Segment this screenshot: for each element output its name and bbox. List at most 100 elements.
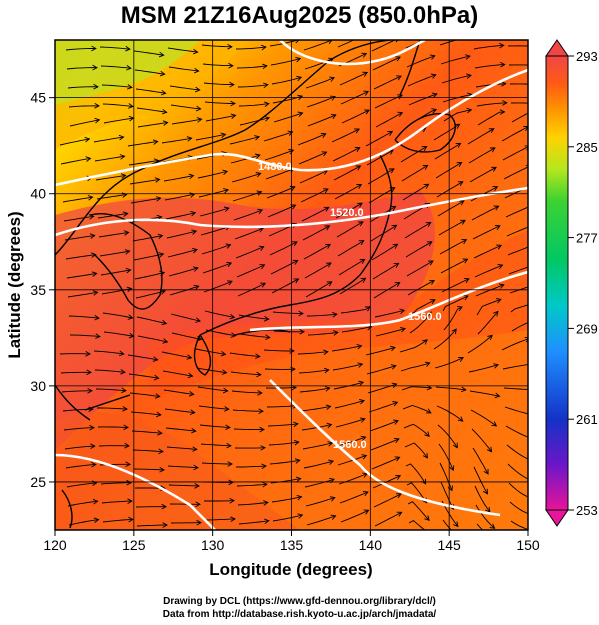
streamline-arrowhead (325, 262, 332, 268)
streamline (168, 484, 200, 487)
streamline (133, 50, 164, 56)
streamline-arrowhead (123, 230, 130, 236)
streamline-arrowhead (394, 456, 401, 462)
streamline-arrowhead (485, 506, 491, 513)
streamline (67, 291, 98, 298)
streamline (435, 386, 466, 391)
streamline-arrowhead (428, 532, 433, 537)
streamline-arrowhead (297, 111, 304, 117)
contour-labels: 1480.0 1520.0 1560.0 1560.0 (258, 161, 442, 451)
streamline-arrowhead (489, 147, 496, 153)
map-title: MSM 21Z16Aug2025 (850.0hPa) (120, 2, 479, 29)
streamline (335, 418, 366, 428)
streamline (409, 311, 432, 334)
streamline-arrowhead (157, 233, 164, 240)
streamline (403, 423, 430, 437)
streamline (135, 88, 166, 94)
streamline (366, 365, 396, 375)
streamline (163, 175, 194, 182)
streamline (198, 405, 229, 410)
streamline (165, 212, 196, 220)
streamline-arrowhead (393, 419, 399, 425)
streamline (269, 241, 298, 256)
streamline-arrowhead (393, 262, 400, 268)
streamline-arrowhead (229, 313, 236, 320)
streamline (127, 141, 158, 147)
streamline-arrowhead (293, 439, 300, 446)
streamline (477, 111, 505, 126)
streamline (402, 183, 429, 201)
streamline-arrowhead (397, 111, 404, 117)
streamline-arrowhead (220, 350, 227, 357)
streamline (374, 309, 405, 318)
contour-label-1520: 1520.0 (330, 207, 364, 219)
streamline-arrowhead (194, 483, 200, 489)
streamline-arrowhead (533, 44, 538, 49)
streamline-arrowhead (91, 480, 98, 486)
streamline-arrowhead (457, 306, 463, 312)
streamline (195, 133, 226, 141)
streamline (168, 267, 199, 277)
streamline (204, 101, 235, 104)
streamline (134, 69, 165, 75)
streamline-arrowhead (461, 386, 467, 393)
streamline-arrowhead (531, 513, 536, 518)
streamline (472, 225, 501, 240)
streamline (60, 157, 91, 165)
streamline-arrowhead (328, 459, 335, 465)
streamline-arrowhead (299, 329, 305, 335)
streamline (270, 478, 301, 484)
streamline (506, 226, 528, 237)
y-tick-label: 45 (30, 90, 46, 106)
streamline (374, 511, 402, 527)
streamline-arrowhead (390, 345, 396, 352)
streamline (440, 258, 468, 274)
contour-1560-south (269, 379, 501, 517)
streamline-arrowhead (89, 233, 96, 239)
streamline (205, 329, 236, 337)
streamline (233, 428, 264, 431)
streamline-arrowhead (493, 310, 499, 317)
streamline (98, 231, 129, 238)
streamline (64, 235, 95, 241)
streamline-arrowhead (421, 146, 428, 152)
streamline-arrowhead (499, 109, 506, 115)
streamline-arrowhead (92, 290, 99, 296)
streamline-arrowhead (225, 424, 231, 431)
streamline (334, 400, 365, 409)
coastlines (55, 40, 456, 529)
streamline (405, 241, 433, 258)
streamline-arrowhead (90, 443, 96, 449)
streamline-arrowhead (221, 369, 228, 375)
streamline-arrowhead (230, 100, 236, 107)
streamline (334, 184, 362, 200)
streamline (475, 504, 495, 529)
streamline (167, 465, 199, 469)
streamline-arrowhead (224, 406, 230, 412)
streamline-arrowhead (126, 286, 133, 293)
streamline-arrowhead (123, 424, 129, 431)
streamline-arrowhead (354, 128, 360, 134)
streamline-arrowhead (190, 210, 197, 217)
streamline (404, 222, 431, 239)
streamline (133, 468, 165, 471)
streamline-arrowhead (330, 514, 337, 520)
streamline (442, 519, 452, 530)
streamline (59, 138, 90, 146)
streamline (469, 166, 497, 183)
streamline (268, 441, 299, 446)
streamline (332, 147, 361, 162)
streamline (436, 181, 464, 198)
streamline-arrowhead (94, 117, 101, 124)
x-axis-label: Longitude (degrees) (209, 560, 372, 579)
streamline (63, 427, 94, 431)
streamline (203, 280, 233, 293)
streamline (408, 299, 436, 315)
streamline-arrowhead (227, 461, 233, 467)
streamline-arrowhead (362, 71, 369, 77)
streamline-arrowhead (396, 75, 402, 81)
warm-region-south (55, 411, 300, 530)
streamline-arrowhead (124, 442, 130, 449)
streamline (236, 465, 267, 468)
streamline (65, 463, 96, 469)
